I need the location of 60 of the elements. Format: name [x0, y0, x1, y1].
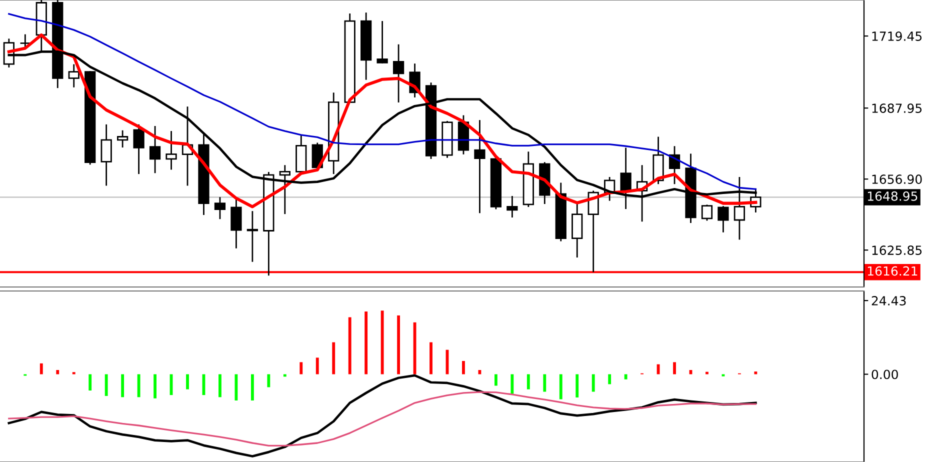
y-tick-label: 1625.85: [872, 246, 922, 255]
y-tick-label: 24.43: [872, 296, 906, 306]
bar: [494, 374, 498, 386]
bar: [154, 374, 156, 398]
candlestick: [133, 124, 144, 174]
bar: [397, 315, 400, 374]
bar: [754, 372, 758, 374]
candlestick: [20, 34, 31, 48]
bar: [283, 374, 286, 377]
bar: [608, 374, 612, 384]
bar: [559, 374, 562, 400]
bar: [218, 374, 222, 398]
bar: [673, 362, 676, 374]
ref-line-label: 1616.21: [868, 266, 918, 276]
bar: [40, 363, 43, 374]
bar: [234, 374, 238, 400]
bar: [348, 317, 352, 374]
bar: [510, 374, 514, 394]
candlestick: [376, 21, 388, 64]
bar: [380, 310, 384, 374]
y-tick-label: 1687.95: [872, 104, 922, 113]
bar: [267, 374, 270, 388]
bar: [332, 342, 336, 374]
bar: [104, 374, 108, 396]
ref-line-label: 1648.95: [868, 191, 918, 201]
candlestick: [230, 198, 242, 248]
bar: [576, 374, 579, 398]
candlestick: [214, 197, 226, 220]
y-tick-label: 1656.90: [872, 174, 922, 184]
bar: [88, 374, 92, 391]
bar: [137, 374, 140, 398]
bar: [316, 358, 319, 374]
bar: [121, 374, 124, 398]
bar: [624, 374, 628, 380]
bar: [56, 370, 60, 374]
y-tick-label: 0.00: [872, 370, 898, 380]
candlestick: [701, 204, 713, 221]
line-series: [8, 374, 757, 458]
candlestick: [149, 126, 161, 174]
bar: [250, 374, 254, 400]
candlestick: [166, 131, 177, 170]
candlestick: [246, 211, 258, 262]
bar: [430, 342, 432, 374]
bar: [526, 374, 530, 390]
candlestick: [392, 44, 404, 102]
y-tick-label: 1719.45: [872, 31, 922, 41]
candlestick: [718, 206, 729, 232]
bar: [592, 374, 595, 392]
candlestick: [117, 130, 128, 148]
bar: [462, 360, 465, 374]
bar: [300, 362, 303, 374]
bar: [186, 374, 189, 390]
candlestick: [474, 120, 486, 214]
line-series: [8, 13, 757, 190]
bar: [543, 374, 546, 392]
line-series: [8, 391, 757, 447]
bar: [364, 312, 368, 374]
candlestick: [506, 196, 518, 218]
candlestick: [68, 64, 80, 88]
candlestick: [100, 124, 112, 186]
